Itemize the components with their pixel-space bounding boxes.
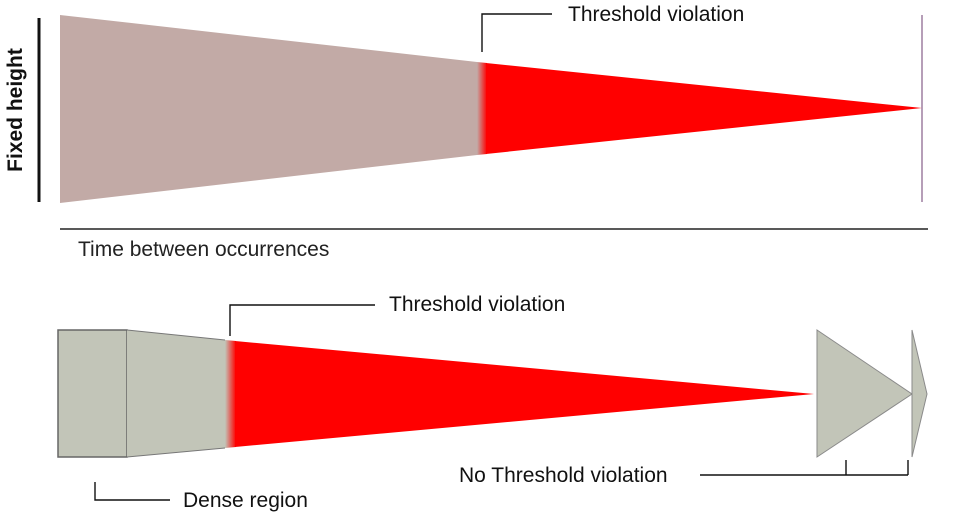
bottom-normal-outline-bottom [126,447,226,458]
bottom-threshold-leader [229,304,375,336]
dense-region-label: Dense region [183,489,308,512]
bottom-violation-region [235,341,814,447]
bottom-transition [225,340,236,448]
no-threshold-triangle-1 [816,329,913,458]
bottom-normal-outline-top [126,329,226,341]
top-x-axis-label: Time between occurrences [78,238,329,261]
dense-region-leader [94,482,170,501]
no-threshold-label: No Threshold violation [459,464,668,487]
bottom-threshold-label: Threshold violation [389,293,565,316]
top-panel: Fixed height Time between occurrences Th… [4,3,928,261]
top-threshold-label: Threshold violation [568,3,744,26]
bottom-panel: Threshold violation No Threshold violati… [57,293,928,512]
dense-region-box [57,329,128,458]
no-threshold-triangle-2 [911,329,928,458]
top-normal-region [60,15,477,203]
bottom-normal-region [127,330,225,457]
top-threshold-leader [481,13,552,52]
top-transition [477,62,487,155]
fixed-height-label: Fixed height [4,48,27,172]
top-violation-region [486,63,922,154]
